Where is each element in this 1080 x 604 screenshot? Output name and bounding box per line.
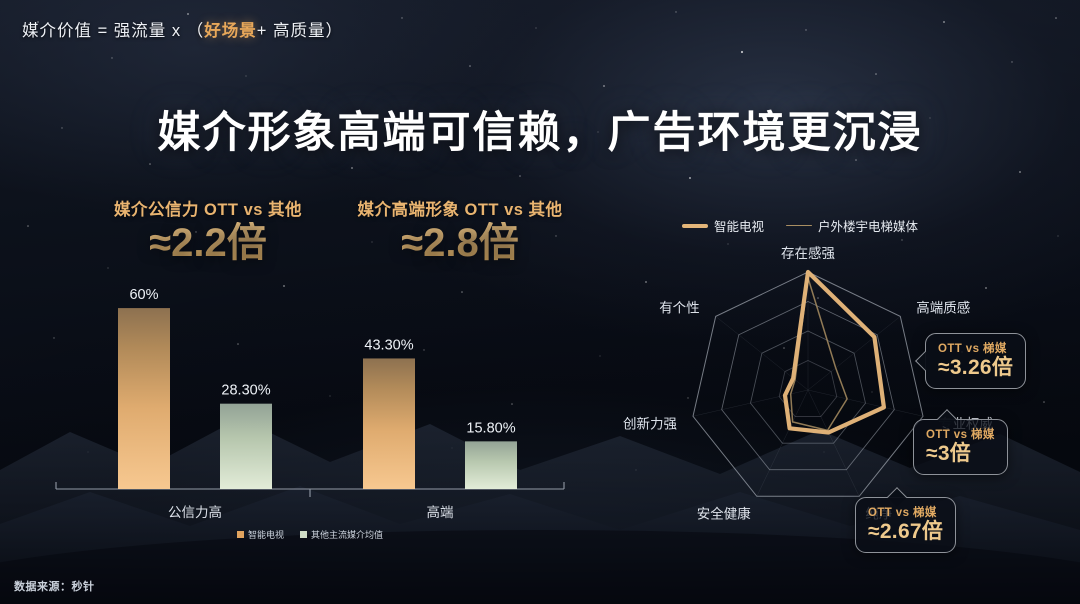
stat-block-premium: 媒介高端形象 OTT vs 其他 ≈2.8倍 [330, 196, 590, 264]
callout-value: ≈2.67倍 [868, 520, 944, 543]
svg-text:28.30%: 28.30% [221, 383, 270, 399]
svg-text:公信力高: 公信力高 [168, 504, 222, 520]
bar-chart-panel: 媒介公信力 OTT vs 其他 ≈2.2倍 媒介高端形象 OTT vs 其他 ≈… [0, 180, 620, 560]
bar-chart-legend: 智能电视 其他主流媒介均值 [0, 528, 620, 541]
svg-text:高端: 高端 [427, 504, 454, 520]
stat-value: ≈2.8倍 [330, 222, 590, 264]
legend-label: 户外楼宇电梯媒体 [818, 220, 919, 234]
legend-item-elevator-media: 户外楼宇电梯媒体 [786, 216, 918, 235]
callout-heading: OTT vs 梯媒 [938, 343, 1007, 355]
radar-chart-legend: 智能电视 户外楼宇电梯媒体 [682, 216, 918, 235]
svg-text:存在感强: 存在感强 [781, 245, 835, 261]
callout-premium-quality: OTT vs 梯媒 ≈3.26倍 [915, 333, 1027, 389]
stat-block-credibility: 媒介公信力 OTT vs 其他 ≈2.2倍 [78, 196, 338, 264]
legend-item-smart-tv: 智能电视 [236, 528, 284, 541]
eyebrow-pre: 媒介价值 = 强流量 x （ [22, 22, 205, 40]
data-source-note: 数据来源：秒针 [14, 581, 95, 593]
callout-heading: OTT vs 梯媒 [926, 429, 995, 441]
stat-label: 媒介高端形象 OTT vs 其他 [357, 201, 563, 219]
callout-purity: OTT vs 梯媒 ≈2.67倍 [855, 487, 957, 553]
legend-label: 智能电视 [714, 220, 765, 234]
svg-text:43.30%: 43.30% [364, 337, 413, 353]
legend-item-other-media: 其他主流媒介均值 [300, 528, 383, 541]
page-title: 媒介形象高端可信赖，广告环境更沉浸 [157, 109, 923, 157]
svg-text:15.80%: 15.80% [466, 420, 515, 436]
grouped-bar-chart: 60% 28.30% 公信力高 43.30% 15.80% 高端 [0, 180, 620, 560]
callout-heading: OTT vs 梯媒 [868, 507, 937, 519]
eyebrow-highlight: 好场景 [204, 22, 257, 40]
svg-text:高端质感: 高端质感 [916, 299, 970, 315]
legend-label: 其他主流媒介均值 [311, 530, 384, 540]
stat-value: ≈2.2倍 [78, 222, 338, 264]
legend-line-icon [682, 223, 708, 228]
legend-line-icon [786, 224, 813, 227]
legend-swatch-icon [300, 531, 307, 538]
svg-text:有个性: 有个性 [659, 300, 700, 315]
callout-value: ≈3.26倍 [938, 356, 1014, 379]
legend-label: 智能电视 [247, 530, 284, 540]
svg-text:安全健康: 安全健康 [697, 505, 751, 521]
legend-item-smart-tv: 智能电视 [682, 216, 764, 235]
svg-text:创新力强: 创新力强 [623, 416, 677, 431]
callout-authority: OTT vs 梯媒 ≈3倍 [913, 409, 1008, 475]
callout-value: ≈3倍 [926, 442, 972, 465]
radar-chart-panel: 智能电视 户外楼宇电梯媒体 存在感强高端质感专业权威纯净安全健康创新力强有个性 [618, 196, 1080, 556]
stat-label: 媒介公信力 OTT vs 其他 [113, 201, 303, 219]
svg-text:60%: 60% [129, 287, 158, 303]
eyebrow-post: + 高质量） [256, 22, 343, 40]
eyebrow-formula: 媒介价值 = 强流量 x （好场景 + 高质量） [22, 17, 343, 41]
legend-swatch-icon [236, 531, 244, 538]
